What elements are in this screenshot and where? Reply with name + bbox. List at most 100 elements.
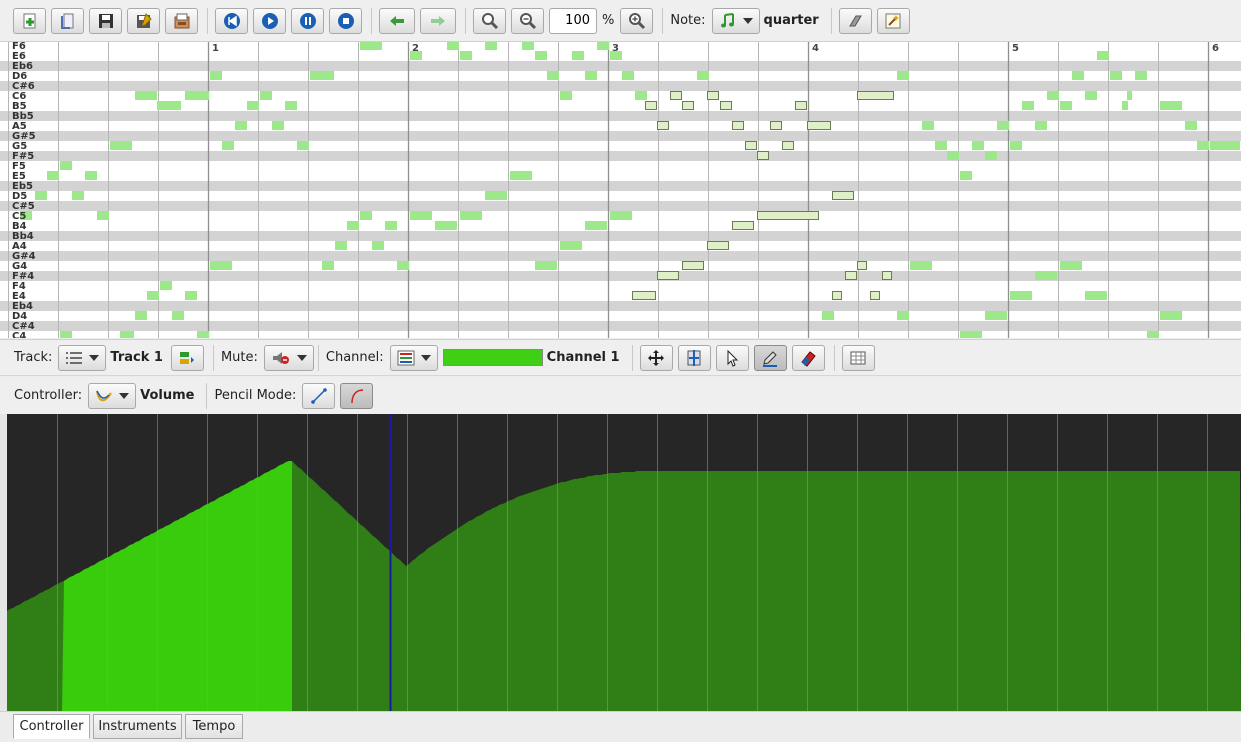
note-length-select[interactable] <box>711 7 760 34</box>
tab-controller[interactable]: Controller <box>13 714 90 739</box>
selected-note[interactable] <box>707 91 719 100</box>
note[interactable] <box>135 311 147 320</box>
export-button[interactable] <box>165 7 198 34</box>
note[interactable] <box>235 121 247 130</box>
note[interactable] <box>197 331 209 338</box>
note[interactable] <box>60 161 72 170</box>
selected-note[interactable] <box>682 261 704 270</box>
selected-note[interactable] <box>732 221 754 230</box>
note[interactable] <box>135 91 157 100</box>
note[interactable] <box>410 211 432 220</box>
note[interactable] <box>210 261 232 270</box>
note[interactable] <box>585 71 597 80</box>
erase-tool-button[interactable] <box>791 344 825 371</box>
note[interactable] <box>1010 141 1022 150</box>
selected-note[interactable] <box>795 101 807 110</box>
volume-curve[interactable] <box>7 461 1241 711</box>
controller-view[interactable] <box>7 414 1241 711</box>
note[interactable] <box>1135 71 1147 80</box>
note[interactable] <box>210 71 222 80</box>
note[interactable] <box>997 121 1009 130</box>
zoom-out-button[interactable] <box>511 7 544 34</box>
note[interactable] <box>310 71 334 80</box>
quantize-button[interactable] <box>876 7 910 34</box>
note[interactable] <box>522 42 534 50</box>
selected-curve-region[interactable] <box>62 461 292 711</box>
save-as-button[interactable] <box>127 7 160 34</box>
note[interactable] <box>20 211 32 220</box>
note[interactable] <box>947 151 959 160</box>
note[interactable] <box>610 211 632 220</box>
note[interactable] <box>1160 101 1182 110</box>
mute-select[interactable] <box>263 344 314 371</box>
note[interactable] <box>572 51 584 60</box>
note[interactable] <box>622 71 634 80</box>
note[interactable] <box>897 71 909 80</box>
eraser-button[interactable] <box>838 7 872 34</box>
note[interactable] <box>185 291 197 300</box>
note[interactable] <box>460 51 472 60</box>
note[interactable] <box>960 171 972 180</box>
note[interactable] <box>535 261 557 270</box>
selected-note[interactable] <box>732 121 744 130</box>
note[interactable] <box>460 211 482 220</box>
note[interactable] <box>222 141 234 150</box>
note[interactable] <box>1035 121 1047 130</box>
note[interactable] <box>435 221 457 230</box>
note[interactable] <box>360 42 382 50</box>
note[interactable] <box>910 261 932 270</box>
selected-note[interactable] <box>657 121 669 130</box>
note[interactable] <box>1122 101 1128 110</box>
note[interactable] <box>322 261 334 270</box>
selected-note[interactable] <box>707 241 729 250</box>
track-select[interactable] <box>58 344 107 371</box>
note[interactable] <box>585 221 607 230</box>
note[interactable] <box>60 331 72 338</box>
note[interactable] <box>147 291 159 300</box>
note[interactable] <box>160 281 172 290</box>
selected-note[interactable] <box>745 141 757 150</box>
controller-select[interactable] <box>88 382 137 409</box>
note[interactable] <box>1060 261 1082 270</box>
note[interactable] <box>597 42 609 50</box>
note[interactable] <box>485 191 507 200</box>
selected-note[interactable] <box>645 101 657 110</box>
note[interactable] <box>822 311 834 320</box>
zoom-fit-button[interactable] <box>473 7 506 34</box>
note[interactable] <box>1127 91 1132 100</box>
note[interactable] <box>157 101 181 110</box>
tab-tempo[interactable]: Tempo <box>185 714 243 739</box>
selected-note[interactable] <box>757 211 819 220</box>
selected-note[interactable] <box>870 291 880 300</box>
tab-instruments[interactable]: Instruments <box>93 714 182 739</box>
note[interactable] <box>1010 291 1032 300</box>
note[interactable] <box>535 51 547 60</box>
note[interactable] <box>1160 311 1182 320</box>
volume-curve-canvas[interactable] <box>7 414 1241 711</box>
note[interactable] <box>397 261 409 270</box>
redo-button[interactable] <box>420 7 456 34</box>
selected-note[interactable] <box>657 271 679 280</box>
channel-color-swatch[interactable] <box>442 349 543 366</box>
note[interactable] <box>897 311 909 320</box>
note[interactable] <box>110 141 132 150</box>
stop-button[interactable] <box>329 7 362 34</box>
pencil-tool-button[interactable] <box>753 344 787 371</box>
selected-note[interactable] <box>857 91 894 100</box>
note[interactable] <box>1060 101 1072 110</box>
selected-note[interactable] <box>807 121 831 130</box>
note[interactable] <box>47 171 59 180</box>
selected-note[interactable] <box>832 291 842 300</box>
note[interactable] <box>547 71 559 80</box>
selected-note[interactable] <box>670 91 682 100</box>
note[interactable] <box>385 221 397 230</box>
play-button[interactable] <box>253 7 286 34</box>
channel-select[interactable] <box>389 344 438 371</box>
note[interactable] <box>972 141 984 150</box>
note[interactable] <box>122 331 134 338</box>
note[interactable] <box>697 71 709 80</box>
new-file-button[interactable] <box>13 7 46 34</box>
zoom-in-button[interactable] <box>620 7 654 34</box>
note[interactable] <box>610 51 622 60</box>
note[interactable] <box>1035 271 1057 280</box>
